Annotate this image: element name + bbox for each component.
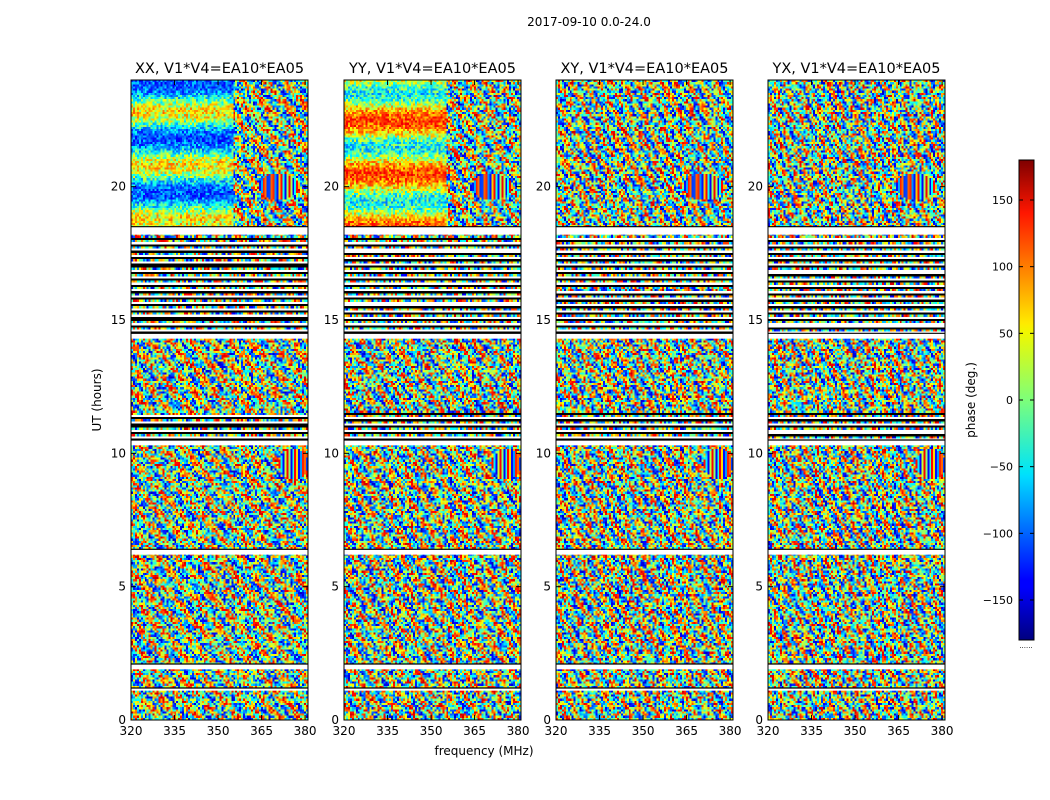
- y-tick-label: 10: [111, 446, 126, 460]
- y-tick-label: 15: [324, 313, 339, 327]
- colorbar-label: phase (deg.): [964, 362, 978, 438]
- y-tick-label: 0: [118, 713, 126, 727]
- heatmap-image: [344, 80, 521, 720]
- panel-3: XY, V1*V4=EA10*EA05 320 335 350 365 380 0 5 10 15…: [536, 61, 742, 738]
- y-tick-label: 20: [324, 180, 339, 194]
- heatmap-image: [131, 80, 308, 720]
- panel-title: YX, V1*V4=EA10*EA05: [771, 61, 940, 77]
- flagged-band: [556, 688, 733, 691]
- x-tick-label: 380: [931, 724, 954, 738]
- y-axis-label: UT (hours): [90, 368, 104, 431]
- x-tick-label: 335: [800, 724, 823, 738]
- flagged-band: [131, 688, 308, 691]
- y-tick-label: 10: [748, 446, 763, 460]
- flagged-band: [344, 688, 521, 691]
- flagged-band: [131, 440, 308, 446]
- flagged-band: [556, 664, 733, 670]
- colorbar-ticks: −150 −100 −50 0 50 100 150: [983, 194, 1034, 607]
- y-tick-label: 10: [536, 446, 551, 460]
- colorbar: −150 −100 −50 0 50 100 150 phase (deg.) ......: [964, 159, 1035, 650]
- flagged-band: [768, 549, 945, 555]
- x-tick-label: 365: [887, 724, 910, 738]
- colorbar-under-label: ......: [1019, 642, 1032, 650]
- x-tick-label: 350: [420, 724, 443, 738]
- x-axis-label: frequency (MHz): [434, 744, 533, 758]
- y-tick-label: 10: [324, 446, 339, 460]
- panel-title: XY, V1*V4=EA10*EA05: [560, 61, 728, 77]
- y-tick-label: 5: [118, 580, 126, 594]
- x-tick-label: 335: [163, 724, 186, 738]
- y-tick-label: 0: [331, 713, 339, 727]
- x-tick-label: 335: [376, 724, 399, 738]
- flagged-band: [344, 226, 521, 235]
- x-tick-label: 320: [120, 724, 143, 738]
- y-tick-label: 15: [111, 313, 126, 327]
- y-tick-label: 15: [748, 313, 763, 327]
- flagged-band: [556, 333, 733, 339]
- x-tick-label: 380: [719, 724, 742, 738]
- y-tick-label: 0: [543, 713, 551, 727]
- x-tick-label: 350: [632, 724, 655, 738]
- colorbar-tick-label: 0: [1006, 394, 1013, 407]
- x-tick-label: 365: [463, 724, 486, 738]
- colorbar-tick-label: −100: [983, 527, 1013, 540]
- x-tick-label: 320: [333, 724, 356, 738]
- flagged-band: [768, 333, 945, 339]
- flagged-band: [768, 226, 945, 235]
- panels-group: XX, V1*V4=EA10*EA05 320 335 350 365 380 0 5 10 15…: [111, 61, 954, 738]
- figure-title: 2017-09-10 0.0-24.0: [527, 15, 651, 29]
- x-tick-label: 350: [844, 724, 867, 738]
- y-tick-label: 5: [543, 580, 551, 594]
- colorbar-tick-label: 150: [992, 194, 1013, 207]
- flagged-band: [344, 333, 521, 339]
- x-tick-label: 320: [757, 724, 780, 738]
- flagged-band: [556, 440, 733, 446]
- x-tick-label: 380: [507, 724, 530, 738]
- colorbar-tick-label: 100: [992, 261, 1013, 274]
- panel-frame: [343, 79, 522, 721]
- flagged-band: [131, 226, 308, 235]
- colorbar-tick-label: −150: [983, 594, 1013, 607]
- y-tick-label: 0: [755, 713, 763, 727]
- x-tick-label: 365: [250, 724, 273, 738]
- panel-2: YY, V1*V4=EA10*EA05 320 335 350 365 380 0 5 10 15…: [324, 61, 530, 738]
- y-tick-label: 20: [748, 180, 763, 194]
- flagged-band: [556, 226, 733, 235]
- heatmap-image: [556, 80, 733, 720]
- flagged-band: [768, 440, 945, 446]
- x-tick-label: 380: [294, 724, 317, 738]
- colorbar-tick-label: 50: [999, 327, 1013, 340]
- y-tick-label: 5: [331, 580, 339, 594]
- panel-frame: [767, 79, 946, 721]
- panel-title: YY, V1*V4=EA10*EA05: [348, 61, 516, 77]
- x-tick-label: 350: [207, 724, 230, 738]
- flagged-band: [556, 549, 733, 555]
- panel-title: XX, V1*V4=EA10*EA05: [135, 61, 304, 77]
- x-tick-label: 335: [588, 724, 611, 738]
- flagged-band: [344, 549, 521, 555]
- panel-4: YX, V1*V4=EA10*EA05 320 335 350 365 380 0 5 10 15…: [748, 61, 954, 738]
- y-tick-label: 20: [111, 180, 126, 194]
- y-tick-label: 5: [755, 580, 763, 594]
- x-tick-label: 365: [675, 724, 698, 738]
- panel-1: XX, V1*V4=EA10*EA05 320 335 350 365 380 0 5 10 15…: [111, 61, 317, 738]
- flagged-band: [768, 664, 945, 670]
- flagged-band: [344, 664, 521, 670]
- flagged-band: [344, 440, 521, 446]
- y-tick-label: 15: [536, 313, 551, 327]
- x-tick-label: 320: [545, 724, 568, 738]
- flagged-band: [131, 549, 308, 555]
- flagged-band: [768, 688, 945, 691]
- panel-frame: [130, 79, 309, 721]
- y-tick-label: 20: [536, 180, 551, 194]
- panel-frame: [555, 79, 734, 721]
- flagged-band: [131, 333, 308, 339]
- colorbar-tick-label: −50: [990, 461, 1013, 474]
- heatmap-image: [768, 80, 945, 720]
- flagged-band: [131, 664, 308, 670]
